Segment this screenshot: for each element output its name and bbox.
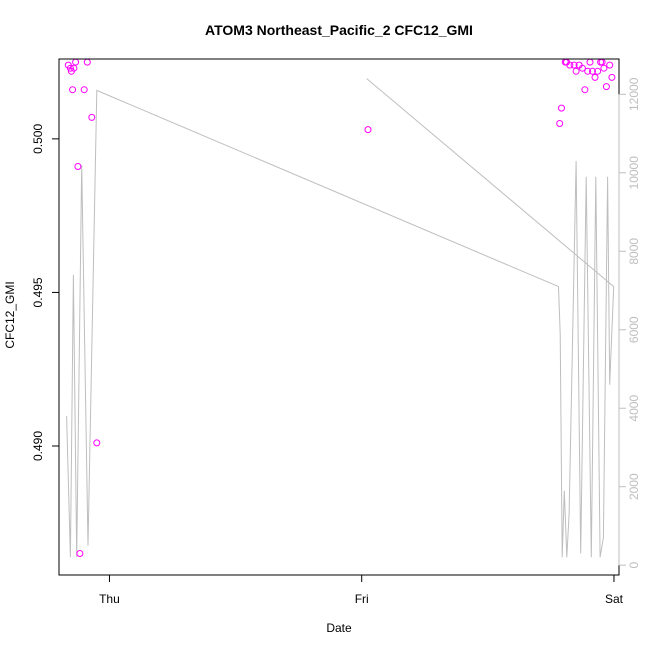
y-axis-label: CFC12_GMI (3, 281, 17, 348)
x-tick-label: Thu (99, 592, 120, 606)
left-tick-label: 0.495 (31, 277, 45, 307)
data-point (608, 73, 616, 81)
data-point (572, 67, 580, 75)
data-point (76, 550, 84, 557)
data-point (594, 67, 602, 75)
data-point (581, 86, 589, 94)
right-tick-label: 10000 (627, 156, 641, 190)
axes-layer: 0.490 0.495 0.500 0 2000 4000 6000 8000 10000 120… (31, 77, 641, 606)
data-point (74, 163, 82, 170)
data-point (606, 61, 614, 69)
data-point (586, 58, 594, 66)
right-tick-label: 4000 (627, 395, 641, 422)
data-point (602, 83, 610, 91)
chart-title: ATOM3 Northeast_Pacific_2 CFC12_GMI (205, 22, 473, 38)
left-tick-label: 0.490 (31, 431, 45, 461)
series-line (66, 78, 615, 558)
data-point (66, 64, 74, 72)
data-point (80, 86, 88, 94)
data-point (72, 58, 80, 66)
data-point (93, 439, 101, 447)
data-point (556, 120, 564, 127)
right-tick-label: 0 (627, 562, 641, 569)
left-tick-label: 0.500 (31, 124, 45, 154)
right-tick-label: 6000 (627, 316, 641, 343)
data-point (570, 61, 578, 69)
line-series-layer (66, 78, 615, 558)
data-point (69, 86, 77, 94)
right-tick-label: 12000 (627, 77, 641, 111)
data-point (558, 104, 565, 112)
point-series-layer (64, 58, 616, 557)
data-point (591, 73, 599, 81)
data-point (600, 64, 608, 72)
data-point (364, 126, 372, 134)
plot-frame (58, 58, 620, 576)
data-point (88, 113, 96, 121)
x-tick-label: Sat (605, 592, 624, 606)
data-point (584, 67, 592, 75)
data-point (566, 61, 574, 69)
data-point (589, 67, 596, 75)
data-point (83, 58, 91, 66)
right-tick-label: 8000 (627, 238, 641, 265)
x-axis-label: Date (326, 621, 352, 635)
x-tick-label: Fri (355, 592, 369, 606)
right-tick-label: 2000 (627, 473, 641, 500)
data-point (70, 64, 78, 72)
data-point (578, 64, 586, 72)
